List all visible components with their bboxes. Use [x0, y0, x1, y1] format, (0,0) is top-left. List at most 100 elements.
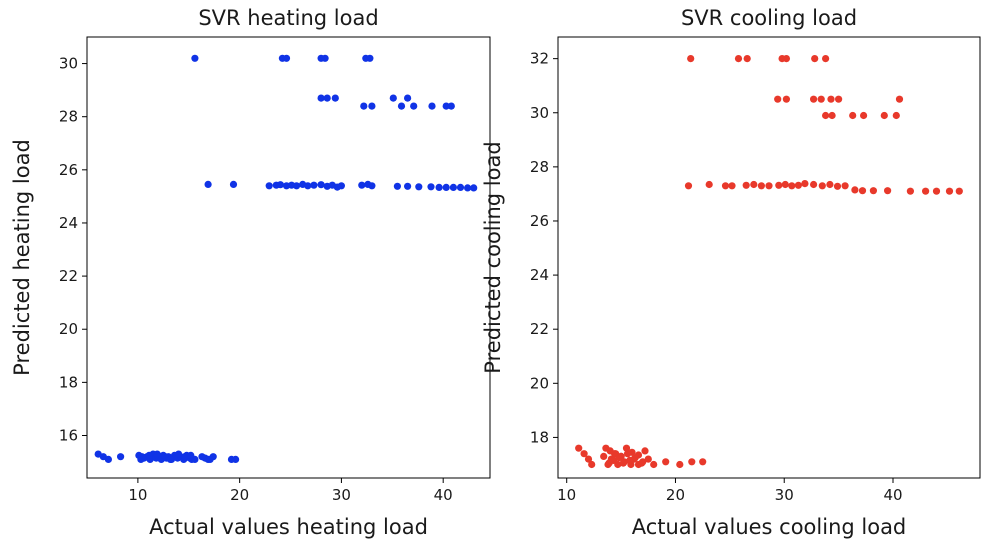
data-point — [851, 186, 859, 194]
data-point — [822, 111, 830, 120]
data-point — [397, 102, 406, 110]
data-point — [699, 458, 707, 466]
data-point — [393, 182, 401, 190]
data-point — [765, 182, 773, 190]
data-point — [811, 55, 819, 63]
data-point — [304, 182, 312, 190]
data-point — [368, 182, 376, 190]
data-point — [265, 182, 273, 190]
x-tick-label: 40 — [434, 486, 453, 504]
data-point — [166, 455, 174, 463]
data-point — [892, 111, 900, 120]
data-point — [801, 180, 809, 188]
data-point — [428, 102, 436, 110]
y-tick-label: 24 — [530, 266, 549, 284]
data-point — [728, 182, 736, 190]
y-tick-label: 28 — [530, 158, 549, 176]
data-point — [229, 180, 238, 188]
data-point — [782, 55, 791, 63]
data-point — [906, 187, 915, 195]
data-point — [860, 111, 868, 120]
y-tick-label: 20 — [59, 320, 78, 338]
data-point — [181, 453, 189, 461]
data-point — [628, 448, 636, 456]
data-point — [360, 102, 368, 110]
y-tick-label: 18 — [530, 428, 549, 446]
data-point — [869, 187, 878, 195]
data-point — [600, 452, 608, 460]
data-point — [317, 94, 325, 102]
data-point — [606, 447, 614, 455]
data-point — [427, 183, 435, 191]
data-point — [687, 55, 695, 63]
data-point — [204, 180, 212, 188]
data-point — [788, 182, 796, 190]
y-tick-label: 26 — [59, 161, 78, 179]
x-tick-label: 10 — [557, 486, 576, 504]
y-tick-label: 28 — [59, 108, 78, 126]
data-point — [895, 95, 904, 103]
data-points — [575, 55, 963, 469]
data-point — [742, 181, 750, 189]
data-point — [321, 54, 329, 62]
x-axis-label: Actual values cooling load — [632, 515, 907, 539]
data-point — [442, 102, 450, 110]
data-point — [782, 95, 791, 103]
data-point — [884, 187, 892, 195]
data-point — [276, 181, 284, 189]
data-point — [705, 180, 713, 189]
data-point — [858, 187, 867, 195]
data-point — [575, 444, 583, 452]
data-point — [389, 94, 397, 102]
data-point — [588, 460, 596, 469]
y-tick-label: 22 — [530, 320, 549, 338]
data-point — [781, 180, 789, 189]
x-tick-label: 30 — [332, 486, 351, 504]
x-tick-label: 40 — [883, 486, 902, 504]
data-point — [368, 102, 376, 110]
data-point — [456, 183, 465, 191]
data-point — [175, 450, 183, 458]
data-point — [198, 453, 206, 461]
data-point — [774, 95, 782, 103]
data-point — [366, 54, 374, 62]
plot-frame — [86, 36, 491, 479]
x-tick-label: 20 — [230, 486, 249, 504]
data-point — [822, 55, 830, 63]
y-tick-label: 20 — [530, 374, 549, 392]
y-axis-label: Predicted cooling load — [481, 141, 505, 373]
data-point — [676, 460, 684, 469]
data-point — [794, 181, 803, 189]
data-point — [688, 458, 696, 466]
data-point — [187, 451, 195, 459]
x-tick-label: 10 — [128, 486, 147, 504]
x-tick-label: 30 — [775, 486, 794, 504]
x-axis-label: Actual values heating load — [149, 515, 428, 539]
y-tick-label: 18 — [59, 373, 78, 391]
data-point — [337, 182, 345, 190]
y-axis-label: Predicted heating load — [10, 139, 34, 376]
x-tick-label: 20 — [666, 486, 685, 504]
data-point — [282, 54, 291, 62]
data-point — [721, 182, 730, 190]
data-points — [94, 54, 478, 463]
chart-panel-1: 10 20 30 40 16 18 20 22 24 26 28 30 SVR heating load… — [10, 6, 491, 539]
data-point — [833, 182, 842, 190]
y-tick-label: 30 — [530, 104, 549, 122]
data-point — [331, 94, 339, 102]
y-tick-label: 30 — [59, 55, 78, 73]
data-point — [104, 455, 112, 463]
data-point — [584, 455, 593, 463]
y-tick-label: 22 — [59, 267, 78, 285]
data-point — [932, 187, 941, 195]
data-point — [638, 459, 646, 467]
y-tick-label: 16 — [59, 426, 78, 444]
data-point — [922, 187, 930, 195]
data-point — [442, 183, 450, 191]
data-point — [775, 181, 783, 189]
data-point — [945, 187, 954, 195]
data-point — [609, 456, 618, 464]
chart-title: SVR cooling load — [681, 6, 857, 30]
data-point — [684, 182, 693, 190]
